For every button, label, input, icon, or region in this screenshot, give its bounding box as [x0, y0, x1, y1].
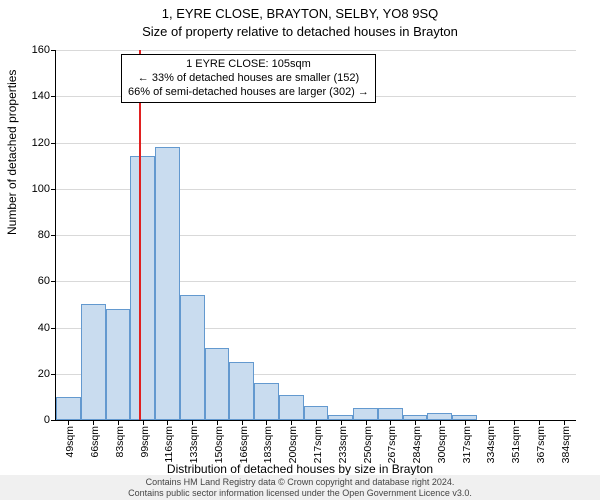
histogram-bar [180, 295, 205, 420]
x-tick-mark [341, 420, 342, 425]
x-tick-mark [366, 420, 367, 425]
histogram-bar [56, 397, 81, 420]
x-tick-label: 217sqm [312, 426, 324, 463]
x-tick-mark [564, 420, 565, 425]
x-tick-label: 367sqm [535, 426, 547, 463]
y-tick-label: 0 [44, 414, 56, 426]
page-title: 1, EYRE CLOSE, BRAYTON, SELBY, YO8 9SQ [0, 0, 600, 22]
x-tick-mark [390, 420, 391, 425]
marker-line [139, 50, 141, 420]
x-tick-label: 300sqm [436, 426, 448, 463]
annotation-box: 1 EYRE CLOSE: 105sqm ← 33% of detached h… [121, 54, 376, 103]
grid-line [56, 50, 576, 51]
x-tick-label: 49sqm [64, 426, 76, 458]
x-tick-mark [242, 420, 243, 425]
histogram-bar [106, 309, 131, 420]
y-tick-label: 100 [32, 183, 56, 195]
x-tick-label: 351sqm [510, 426, 522, 463]
x-tick-mark [217, 420, 218, 425]
footer-line-1: Contains HM Land Registry data © Crown c… [0, 477, 600, 488]
x-tick-label: 284sqm [411, 426, 423, 463]
y-tick-label: 160 [32, 44, 56, 56]
x-tick-mark [514, 420, 515, 425]
x-tick-mark [167, 420, 168, 425]
histogram-bar [155, 147, 180, 420]
y-tick-label: 140 [32, 90, 56, 102]
grid-line [56, 143, 576, 144]
x-tick-mark [489, 420, 490, 425]
histogram-bar [81, 304, 106, 420]
chart-subtitle: Size of property relative to detached ho… [0, 22, 600, 39]
x-tick-mark [266, 420, 267, 425]
x-tick-label: 200sqm [287, 426, 299, 463]
x-tick-mark [143, 420, 144, 425]
x-tick-label: 183sqm [262, 426, 274, 463]
footer: Contains HM Land Registry data © Crown c… [0, 475, 600, 500]
x-tick-mark [539, 420, 540, 425]
histogram-bar [353, 408, 378, 420]
plot-area: 02040608010012014016049sqm66sqm83sqm99sq… [55, 50, 576, 421]
x-tick-label: 66sqm [89, 426, 101, 458]
y-tick-label: 120 [32, 137, 56, 149]
x-tick-label: 150sqm [213, 426, 225, 463]
histogram-bar [229, 362, 254, 420]
y-tick-label: 40 [38, 322, 56, 334]
x-tick-label: 233sqm [337, 426, 349, 463]
x-tick-label: 384sqm [560, 426, 572, 463]
histogram-bar [378, 408, 403, 420]
histogram-bar [279, 395, 304, 420]
y-tick-label: 60 [38, 275, 56, 287]
histogram-bar [205, 348, 230, 420]
annotation-line-2: ← 33% of detached houses are smaller (15… [128, 72, 369, 86]
y-tick-label: 80 [38, 229, 56, 241]
x-tick-label: 267sqm [386, 426, 398, 463]
x-tick-label: 334sqm [485, 426, 497, 463]
histogram-bar [304, 406, 329, 420]
histogram-bar [130, 156, 155, 420]
x-tick-label: 317sqm [461, 426, 473, 463]
x-tick-label: 133sqm [188, 426, 200, 463]
histogram-bar [427, 413, 452, 420]
x-tick-mark [192, 420, 193, 425]
x-tick-label: 166sqm [238, 426, 250, 463]
x-tick-label: 116sqm [163, 426, 175, 463]
x-tick-mark [316, 420, 317, 425]
footer-line-2: Contains public sector information licen… [0, 488, 600, 499]
x-tick-mark [415, 420, 416, 425]
x-tick-mark [465, 420, 466, 425]
annotation-line-3: 66% of semi-detached houses are larger (… [128, 86, 369, 100]
x-tick-mark [93, 420, 94, 425]
x-axis-title: Distribution of detached houses by size … [0, 462, 600, 476]
x-tick-mark [440, 420, 441, 425]
x-tick-label: 250sqm [362, 426, 374, 463]
x-tick-mark [118, 420, 119, 425]
y-axis-title: Number of detached properties [5, 70, 19, 235]
chart-container: 1, EYRE CLOSE, BRAYTON, SELBY, YO8 9SQ S… [0, 0, 600, 500]
x-tick-label: 83sqm [114, 426, 126, 458]
y-tick-label: 20 [38, 368, 56, 380]
histogram-bar [254, 383, 279, 420]
annotation-line-1: 1 EYRE CLOSE: 105sqm [128, 58, 369, 72]
x-tick-mark [291, 420, 292, 425]
x-tick-mark [68, 420, 69, 425]
x-tick-label: 99sqm [139, 426, 151, 458]
